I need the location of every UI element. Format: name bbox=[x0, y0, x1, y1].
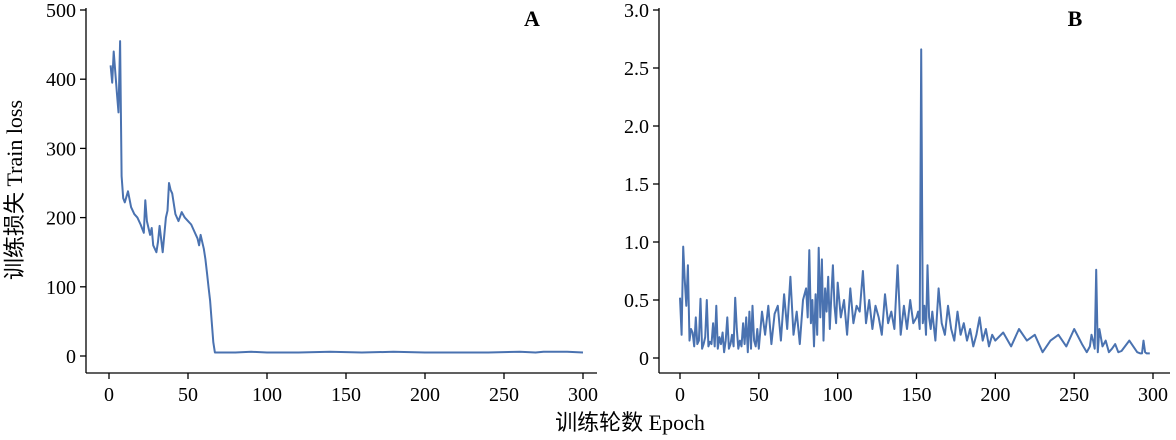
panel-a-y-tick-label: 500 bbox=[46, 0, 76, 22]
panel-b-x-tick-label: 200 bbox=[980, 384, 1010, 406]
panel-a-y-tick-label: 300 bbox=[46, 138, 76, 160]
panel-b-x-tick-label: 50 bbox=[749, 384, 769, 406]
panel-a-y-axis-title: 训练损失 Train loss bbox=[2, 100, 27, 280]
panel-b-y-tick-label: 3.0 bbox=[624, 0, 649, 22]
panel-a-x-tick-label: 300 bbox=[568, 384, 598, 406]
panel-b-x-tick-label: 0 bbox=[675, 384, 685, 406]
panel-b-x-ticks: 0 50 100 150 200 250 300 bbox=[675, 373, 1168, 406]
panel-a-y-ticks: 0 100 200 300 400 500 bbox=[46, 0, 86, 368]
panel-a-y-tick-label: 100 bbox=[46, 277, 76, 299]
panel-b-x-tick-label: 300 bbox=[1138, 384, 1168, 406]
panel-b-x-tick-label: 150 bbox=[902, 384, 932, 406]
panel-b-x-tick-label: 250 bbox=[1059, 384, 1089, 406]
x-axis-title: 训练轮数 Epoch bbox=[555, 410, 705, 435]
panel-a-x-ticks: 0 50 100 150 200 250 300 bbox=[104, 373, 598, 406]
panel-b-x-tick-label: 100 bbox=[823, 384, 853, 406]
panel-a-series-line bbox=[109, 40, 584, 354]
panel-b-series-line bbox=[679, 48, 1150, 355]
panel-a-x-tick-label: 150 bbox=[331, 384, 361, 406]
panel-a-x-tick-label: 250 bbox=[489, 384, 519, 406]
panel-a-y-tick-label: 0 bbox=[66, 346, 76, 368]
panel-a-x-tick-label: 50 bbox=[178, 384, 198, 406]
panel-b-y-tick-label: 2.5 bbox=[624, 58, 649, 80]
panel-a-x-tick-label: 200 bbox=[410, 384, 440, 406]
panel-b-label: B bbox=[1068, 6, 1083, 31]
panel-a-x-tick-label: 0 bbox=[104, 384, 114, 406]
panel-b-y-tick-label: 0 bbox=[639, 348, 649, 370]
panel-b-y-tick-label: 1.0 bbox=[624, 232, 649, 254]
panel-b-y-tick-label: 0.5 bbox=[624, 290, 649, 312]
panel-a-label: A bbox=[524, 6, 540, 31]
panel-a-chart: A 0 100 200 300 400 500 0 50 100 150 200 250 300 训练… bbox=[2, 0, 598, 406]
panel-a-y-tick-label: 400 bbox=[46, 69, 76, 91]
panel-b-chart: B 0 0.5 1.0 1.5 2.0 2.5 3.0 0 50 100 150 200 250 300 bbox=[624, 0, 1170, 406]
panel-a-y-tick-label: 200 bbox=[46, 208, 76, 230]
panel-b-y-tick-label: 1.5 bbox=[624, 174, 649, 196]
panel-b-y-tick-label: 2.0 bbox=[624, 116, 649, 138]
panel-a-x-tick-label: 100 bbox=[252, 384, 282, 406]
panel-b-y-ticks: 0 0.5 1.0 1.5 2.0 2.5 3.0 bbox=[624, 0, 659, 370]
